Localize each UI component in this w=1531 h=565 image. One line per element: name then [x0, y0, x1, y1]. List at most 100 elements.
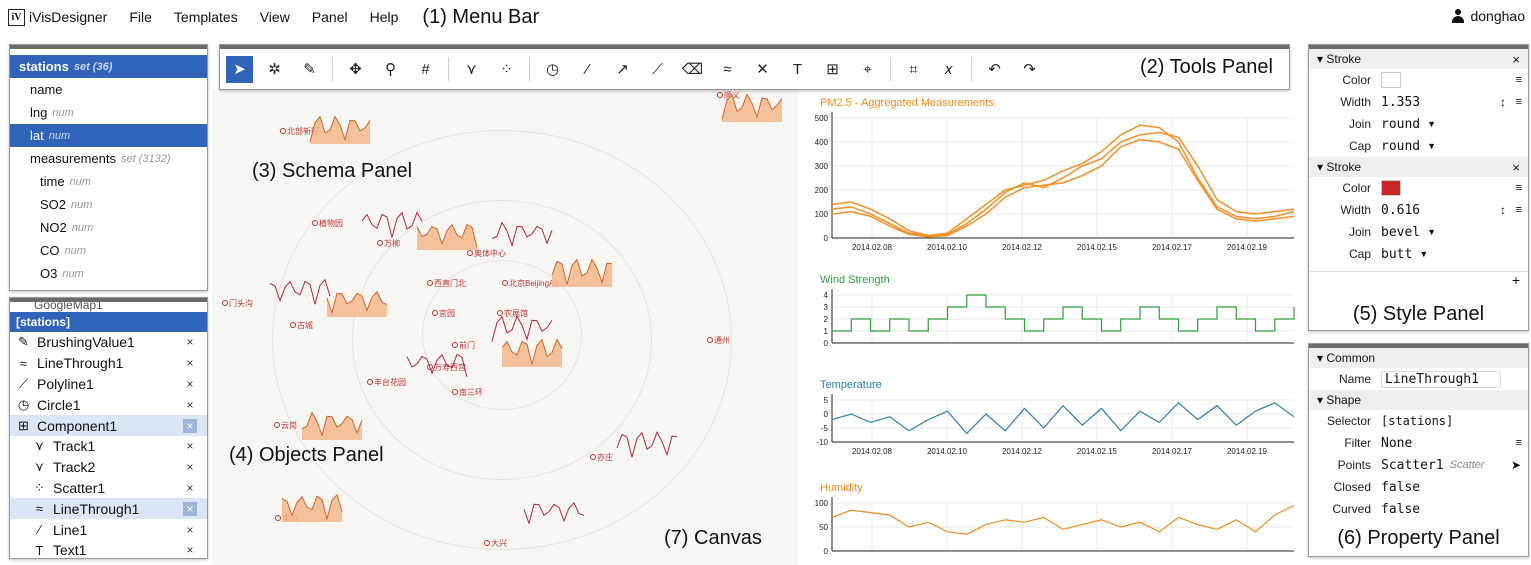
curved-value[interactable]: false — [1381, 501, 1421, 517]
panel-handle[interactable] — [10, 298, 207, 302]
objects-selector-header[interactable]: [stations] — [10, 312, 207, 332]
color-swatch[interactable] — [1381, 72, 1401, 88]
object-item-track1[interactable]: ⋎ Track1 × — [10, 436, 207, 457]
object-item-circle1[interactable]: ◷ Circle1 × — [10, 394, 207, 415]
panel-handle[interactable] — [1309, 344, 1528, 348]
pick-pointer-icon[interactable]: ➤ — [1510, 458, 1521, 472]
width-field[interactable]: 1.353 — [1381, 94, 1421, 110]
list-icon[interactable]: ≡ — [1515, 437, 1522, 449]
object-item-linethrough1[interactable]: ≈ LineThrough1 × — [10, 498, 207, 520]
stepper-icon[interactable]: ↕ — [1500, 203, 1506, 217]
color-swatch[interactable] — [1381, 180, 1401, 196]
object-item-polyline1[interactable]: ⟋ Polyline1 × — [10, 374, 207, 395]
remove-object-icon[interactable]: × — [186, 356, 194, 371]
remove-stroke-icon[interactable]: × — [1512, 51, 1520, 67]
list-icon[interactable]: ≡ — [1515, 74, 1522, 86]
stepper-icon[interactable]: ↕ — [1500, 95, 1506, 109]
menu-help[interactable]: Help — [369, 9, 399, 25]
common-section-header[interactable]: ▾ Common — [1309, 348, 1528, 368]
list-icon[interactable]: ≡ — [1515, 182, 1522, 194]
chevron-down-icon[interactable]: ▼ — [1419, 249, 1429, 259]
menu-file[interactable]: File — [129, 9, 152, 25]
schema-field-so2[interactable]: SO2 num — [10, 193, 207, 216]
eraser-tool-button[interactable]: ⌫ — [679, 56, 706, 83]
schema-field-measurements[interactable]: measurements set (3132) — [10, 147, 207, 170]
schema-field-no2[interactable]: NO2 num — [10, 216, 207, 239]
brush-tool-button[interactable]: ✎ — [296, 56, 323, 83]
text-tool-button[interactable]: T — [784, 56, 811, 83]
map-tool-button[interactable]: ⌖ — [854, 56, 881, 83]
cap-select[interactable]: round — [1381, 138, 1421, 154]
objects-item-googlemap[interactable]: GoogleMap1 — [34, 302, 103, 312]
panel-handle[interactable] — [220, 45, 1289, 49]
name-field[interactable]: LineThrough1 — [1381, 370, 1501, 388]
width-field[interactable]: 0.616 — [1381, 202, 1421, 218]
object-item-component1[interactable]: ⊞ Component1 × — [10, 415, 207, 436]
object-item-line1[interactable]: ⁄ Line1 × — [10, 519, 207, 540]
chevron-down-icon[interactable]: ▼ — [1427, 141, 1437, 151]
selector-value[interactable]: [stations] — [1381, 414, 1454, 428]
panel-handle[interactable] — [10, 45, 207, 49]
schema-field-co[interactable]: CO num — [10, 239, 207, 262]
shape-section-header[interactable]: ▾ Shape — [1309, 390, 1528, 410]
track-tool-button[interactable]: ⋎ — [458, 56, 485, 83]
schema-field-name[interactable]: name — [10, 78, 207, 101]
remove-object-icon[interactable]: × — [186, 335, 194, 350]
object-item-linethrough1[interactable]: ≈ LineThrough1 × — [10, 353, 207, 374]
menu-templates[interactable]: Templates — [173, 9, 238, 25]
remove-object-icon[interactable]: × — [186, 460, 194, 475]
remove-object-icon[interactable]: × — [183, 501, 197, 516]
closed-value[interactable]: false — [1381, 479, 1421, 495]
add-style-button[interactable]: + — [1309, 271, 1528, 293]
schema-field-lng[interactable]: lng num — [10, 101, 207, 124]
list-icon[interactable]: ≡ — [1515, 96, 1522, 108]
select-tool-button[interactable]: ➤ — [226, 55, 253, 83]
remove-object-icon[interactable]: × — [186, 439, 194, 454]
expression-tool-button[interactable]: 𝑥 — [935, 56, 962, 83]
map-view[interactable]: 北部新区 植物园 万柳 奥体中心 西直门北 北京BeijingAir 门头沟 官园 农展馆 古城前… — [212, 90, 798, 565]
move-tool-button[interactable]: ✥ — [342, 56, 369, 83]
remove-object-icon[interactable]: × — [186, 543, 194, 558]
menu-view[interactable]: View — [259, 9, 290, 25]
object-item-text1[interactable]: T Text1 × — [10, 540, 207, 558]
chevron-down-icon[interactable]: ▼ — [1427, 227, 1437, 237]
remove-object-icon[interactable]: × — [186, 376, 194, 391]
stroke-section-header[interactable]: ▾ Stroke × — [1309, 49, 1528, 69]
filter-value[interactable]: None — [1381, 435, 1413, 451]
grid-tool-button[interactable]: # — [412, 56, 439, 83]
menu-panel[interactable]: Panel — [311, 9, 348, 25]
join-select[interactable]: round — [1381, 116, 1421, 132]
redo-tool-button[interactable]: ↷ — [1016, 56, 1043, 83]
points-value[interactable]: Scatter1 — [1381, 457, 1444, 473]
brushing-tool-button[interactable]: ✲ — [261, 56, 288, 83]
cap-select[interactable]: butt — [1381, 246, 1413, 262]
remove-object-icon[interactable]: × — [186, 397, 194, 412]
scatter-tool-button[interactable]: ⁘ — [493, 56, 520, 83]
list-icon[interactable]: ≡ — [1515, 204, 1522, 216]
object-item-brushingvalue1[interactable]: ✎ BrushingValue1 × — [10, 332, 207, 353]
user-menu[interactable]: donghao — [1452, 8, 1525, 24]
component-tool-button[interactable]: ⊞ — [819, 56, 846, 83]
circle-tool-button[interactable]: ◷ — [539, 56, 566, 83]
panel-handle[interactable] — [1309, 45, 1528, 49]
arrow-line-tool-button[interactable]: ↗ — [609, 56, 636, 83]
line-tool-button[interactable]: ⁄ — [574, 56, 601, 83]
schema-field-stations[interactable]: stations set (36) — [10, 55, 207, 78]
schema-field-time[interactable]: time num — [10, 170, 207, 193]
undo-tool-button[interactable]: ↶ — [981, 56, 1008, 83]
time-series-charts[interactable]: PM2.5 - Aggregated Measurements010020030… — [798, 90, 1306, 565]
join-select[interactable]: bevel — [1381, 224, 1421, 240]
schema-field-lat[interactable]: lat num — [10, 124, 207, 147]
align-tool-button[interactable]: ⌗ — [900, 56, 927, 83]
object-item-track2[interactable]: ⋎ Track2 × — [10, 457, 207, 478]
remove-stroke-icon[interactable]: × — [1512, 159, 1520, 175]
remove-object-icon[interactable]: × — [186, 480, 194, 495]
object-item-scatter1[interactable]: ⁘ Scatter1 × — [10, 478, 207, 499]
remove-object-icon[interactable]: × — [183, 418, 197, 433]
chevron-down-icon[interactable]: ▼ — [1427, 119, 1437, 129]
zoom-tool-button[interactable]: ⚲ — [377, 56, 404, 83]
schema-field-o3[interactable]: O3 num — [10, 262, 207, 285]
polyline-tool-button[interactable]: ⟋ — [644, 56, 671, 83]
stroke-section-header[interactable]: ▾ Stroke × — [1309, 157, 1528, 177]
canvas[interactable]: 北部新区 植物园 万柳 奥体中心 西直门北 北京BeijingAir 门头沟 官园 农展馆 古城前… — [212, 90, 1306, 565]
